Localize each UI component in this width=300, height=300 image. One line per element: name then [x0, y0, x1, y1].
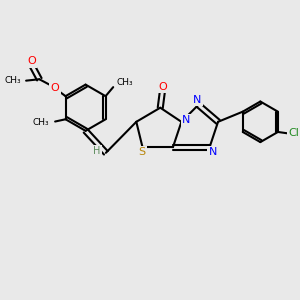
Text: N: N [193, 95, 202, 105]
Text: CH₃: CH₃ [117, 78, 134, 87]
Text: S: S [138, 147, 146, 157]
Text: O: O [27, 56, 36, 66]
Text: CH₃: CH₃ [5, 76, 21, 85]
Text: O: O [50, 83, 59, 93]
Text: O: O [158, 82, 167, 92]
Text: CH₃: CH₃ [33, 118, 50, 127]
Text: H: H [93, 146, 100, 156]
Text: N: N [182, 116, 191, 125]
Text: N: N [209, 147, 217, 157]
Text: Cl: Cl [288, 128, 299, 138]
